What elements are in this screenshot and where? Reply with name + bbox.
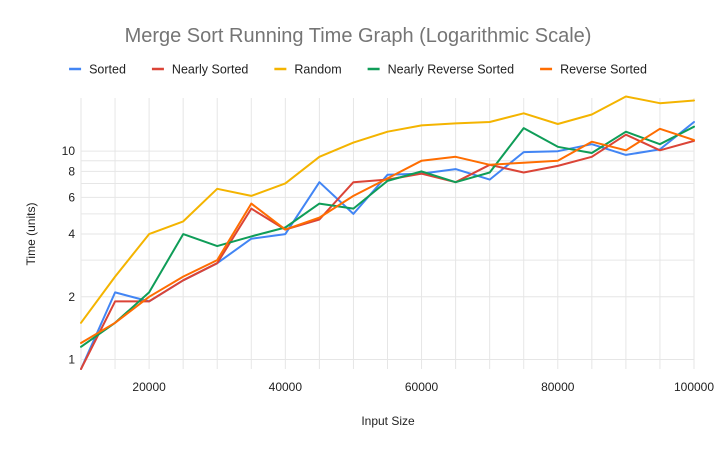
legend-label: Random bbox=[294, 63, 341, 77]
x-tick-label: 100000 bbox=[674, 380, 714, 394]
x-tick-label: 80000 bbox=[541, 380, 575, 394]
y-tick-label: 6 bbox=[68, 190, 75, 204]
chart-title: Merge Sort Running Time Graph (Logarithm… bbox=[125, 25, 592, 47]
x-tick-label: 60000 bbox=[405, 380, 439, 394]
y-tick-label: 4 bbox=[68, 227, 75, 241]
legend-label: Reverse Sorted bbox=[560, 63, 647, 77]
x-tick-label: 20000 bbox=[132, 380, 166, 394]
legend-item-1[interactable]: Nearly Sorted bbox=[151, 63, 248, 77]
series-line-1 bbox=[80, 133, 695, 370]
series-line-3 bbox=[80, 125, 695, 348]
x-axis-ticks: 20000 40000 60000 80000 100000 bbox=[132, 380, 714, 394]
legend-item-0[interactable]: Sorted bbox=[69, 63, 126, 77]
legend-label: Sorted bbox=[89, 63, 126, 77]
plot-series bbox=[80, 95, 695, 370]
y-tick-label: 10 bbox=[62, 144, 76, 158]
y-tick-label: 8 bbox=[68, 164, 75, 178]
legend-item-3[interactable]: Nearly Reverse Sorted bbox=[367, 63, 514, 77]
legend[interactable]: Sorted Nearly Sorted Random Nearly Reverse … bbox=[69, 63, 647, 77]
y-axis-ticks: 1 2 4 6 8 10 bbox=[62, 144, 76, 366]
y-tick-label: 1 bbox=[68, 352, 75, 366]
series-line-2 bbox=[80, 95, 695, 324]
gridlines bbox=[80, 98, 695, 369]
series-line-4 bbox=[80, 127, 695, 344]
legend-label: Nearly Sorted bbox=[172, 63, 248, 77]
x-tick-label: 40000 bbox=[269, 380, 303, 394]
legend-item-4[interactable]: Reverse Sorted bbox=[540, 63, 647, 77]
legend-item-2[interactable]: Random bbox=[274, 63, 342, 77]
x-axis-label: Input Size bbox=[361, 414, 415, 428]
y-axis-label: Time (units) bbox=[24, 203, 38, 266]
legend-label: Nearly Reverse Sorted bbox=[388, 63, 514, 77]
y-tick-label: 2 bbox=[68, 290, 75, 304]
